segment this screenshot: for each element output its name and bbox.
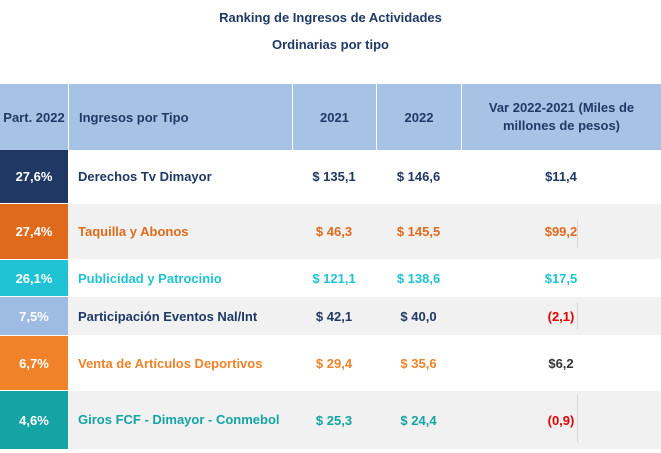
table-title-line-1: Ranking de Ingresos de Actividades [219, 10, 442, 25]
row-part-badge: 27,6% [0, 150, 68, 203]
row-var: $6,2 [548, 355, 574, 371]
divider [577, 395, 578, 443]
row-2021: $ 42,1 [315, 308, 353, 324]
row-2022: $ 145,5 [396, 224, 441, 239]
header-2021: 2021 [292, 84, 376, 150]
row-type: Giros FCF - Dimayor - Conmebol [78, 412, 280, 427]
row-2022: $ 138,6 [396, 270, 441, 286]
row-2021: $ 25,3 [315, 412, 353, 428]
header-type: Ingresos por Tipo [68, 84, 292, 150]
table-title-line-2: Ordinarias por tipo [271, 37, 389, 52]
table-row: 26,1% Publicidad y Patrocinio $ 121,1 $ … [0, 260, 661, 296]
header-var: Var 2022-2021 (Miles de millones de peso… [461, 84, 661, 150]
row-type: Derechos Tv Dimayor [78, 169, 212, 184]
row-2022: $ 24,4 [400, 412, 437, 428]
row-type: Publicidad y Patrocinio [78, 270, 222, 286]
row-part-badge: 7,5% [0, 297, 68, 335]
row-part-badge: 26,1% [0, 260, 68, 296]
row-var: (2,1) [547, 308, 575, 324]
row-type: Taquilla y Abonos [78, 224, 189, 239]
row-2022: $ 35,6 [400, 355, 437, 371]
table-row: 27,4% Taquilla y Abonos $ 46,3 $ 145,5 $… [0, 204, 661, 259]
row-part-badge: 4,6% [0, 391, 68, 449]
row-type: Participación Eventos Nal/Int [78, 308, 258, 324]
table-row: 4,6% Giros FCF - Dimayor - Conmebol $ 25… [0, 391, 661, 449]
table-row: 27,6% Derechos Tv Dimayor $ 135,1 $ 146,… [0, 150, 661, 203]
row-2021: $ 46,3 [315, 224, 353, 239]
row-part-badge: 6,7% [0, 336, 68, 390]
table-row: 6,7% Venta de Artículos Deportivos $ 29,… [0, 336, 661, 390]
row-2022: $ 40,0 [400, 308, 437, 324]
row-part-badge: 27,4% [0, 204, 68, 259]
header-2022: 2022 [376, 84, 461, 150]
divider [577, 303, 578, 329]
row-var: $11,4 [545, 169, 577, 184]
row-2021: $ 121,1 [312, 270, 356, 286]
header-part: Part. 2022 [3, 109, 65, 125]
row-type: Venta de Artículos Deportivos [78, 355, 263, 371]
divider [577, 220, 578, 248]
row-2022: $ 146,6 [396, 169, 441, 184]
row-var: $99,2 [544, 224, 578, 239]
row-2021: $ 29,4 [315, 355, 353, 371]
row-var: $17,5 [544, 270, 578, 286]
row-2021: $ 135,1 [312, 169, 356, 184]
table-row: 7,5% Participación Eventos Nal/Int $ 42,… [0, 297, 661, 335]
table-header-row: Part. 2022 Ingresos por Tipo 2021 2022 V… [0, 84, 661, 150]
row-var: (0,9) [547, 412, 575, 428]
